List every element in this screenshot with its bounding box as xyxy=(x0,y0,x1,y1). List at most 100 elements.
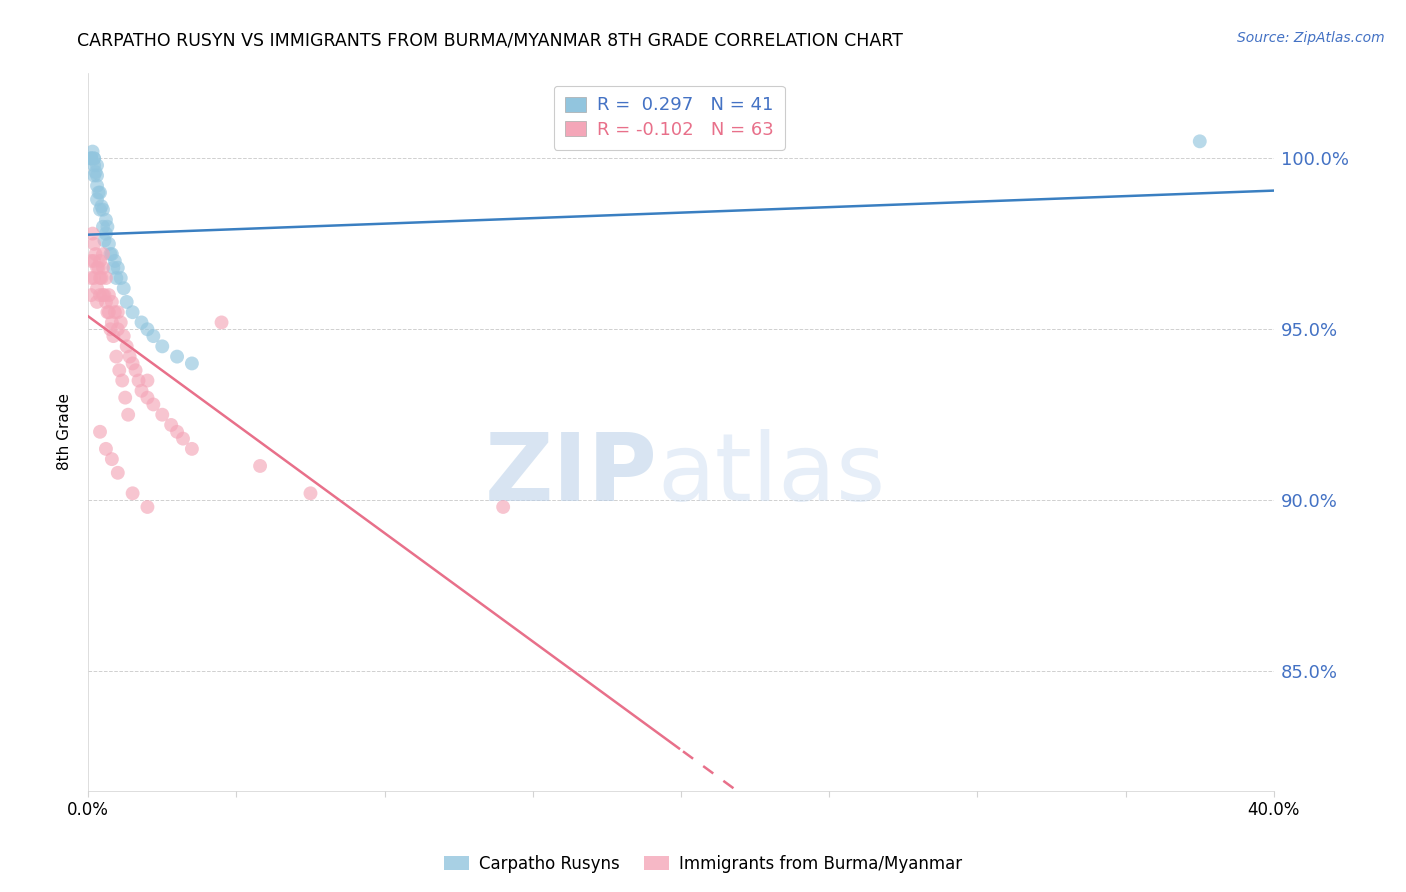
Point xyxy=(91,288,114,302)
Point xyxy=(97,288,120,302)
Point xyxy=(83,254,105,268)
Point xyxy=(94,294,117,309)
Point xyxy=(91,219,114,234)
Point xyxy=(80,152,103,166)
Point xyxy=(104,305,127,319)
Point xyxy=(83,152,105,166)
Point xyxy=(83,271,105,285)
Point xyxy=(112,281,135,295)
Point xyxy=(117,408,139,422)
Point xyxy=(136,374,159,388)
Point xyxy=(100,247,122,261)
Point xyxy=(82,227,104,241)
Point xyxy=(114,391,136,405)
Point xyxy=(136,391,159,405)
Point xyxy=(211,315,233,329)
Point xyxy=(136,500,159,514)
Point xyxy=(105,271,128,285)
Point xyxy=(101,247,124,261)
Point xyxy=(97,236,120,251)
Legend: R =  0.297   N = 41, R = -0.102   N = 63: R = 0.297 N = 41, R = -0.102 N = 63 xyxy=(554,86,785,150)
Point xyxy=(86,294,108,309)
Point xyxy=(86,193,108,207)
Point xyxy=(90,199,112,213)
Point xyxy=(86,158,108,172)
Point xyxy=(80,271,103,285)
Point xyxy=(94,442,117,456)
Point xyxy=(89,202,111,217)
Point xyxy=(82,145,104,159)
Point xyxy=(80,254,103,268)
Point xyxy=(118,350,141,364)
Point xyxy=(94,271,117,285)
Point xyxy=(110,271,132,285)
Point xyxy=(101,294,124,309)
Point xyxy=(150,408,173,422)
Point xyxy=(166,350,188,364)
Text: Source: ZipAtlas.com: Source: ZipAtlas.com xyxy=(1237,31,1385,45)
Point xyxy=(86,260,108,275)
Point xyxy=(101,315,124,329)
Point xyxy=(111,374,134,388)
Point xyxy=(89,425,111,439)
Point xyxy=(104,254,127,268)
Point xyxy=(89,271,111,285)
Point xyxy=(83,152,105,166)
Point xyxy=(299,486,322,500)
Point xyxy=(89,186,111,200)
Point xyxy=(86,169,108,183)
Y-axis label: 8th Grade: 8th Grade xyxy=(58,393,72,470)
Point xyxy=(90,271,112,285)
Point xyxy=(83,158,105,172)
Point xyxy=(87,186,110,200)
Point xyxy=(110,315,132,329)
Point xyxy=(107,466,129,480)
Point xyxy=(96,305,118,319)
Point xyxy=(142,397,165,411)
Point xyxy=(107,322,129,336)
Point xyxy=(91,247,114,261)
Point xyxy=(86,178,108,193)
Point xyxy=(166,425,188,439)
Point xyxy=(180,356,202,370)
Point xyxy=(249,458,271,473)
Point xyxy=(96,219,118,234)
Point xyxy=(492,500,515,514)
Point xyxy=(101,452,124,467)
Text: CARPATHO RUSYN VS IMMIGRANTS FROM BURMA/MYANMAR 8TH GRADE CORRELATION CHART: CARPATHO RUSYN VS IMMIGRANTS FROM BURMA/… xyxy=(77,31,903,49)
Point xyxy=(121,356,143,370)
Point xyxy=(80,152,103,166)
Point xyxy=(128,374,150,388)
Point xyxy=(84,165,107,179)
Point xyxy=(84,247,107,261)
Point xyxy=(93,234,115,248)
Point xyxy=(172,432,194,446)
Point xyxy=(80,152,103,166)
Point xyxy=(108,363,131,377)
Point xyxy=(131,384,153,398)
Point xyxy=(115,339,138,353)
Point xyxy=(160,417,183,432)
Point xyxy=(86,281,108,295)
Point xyxy=(93,288,115,302)
Point xyxy=(107,260,129,275)
Point xyxy=(1188,134,1211,148)
Point xyxy=(112,329,135,343)
Point xyxy=(97,305,120,319)
Point xyxy=(89,254,111,268)
Text: atlas: atlas xyxy=(657,429,886,521)
Point xyxy=(121,305,143,319)
Point xyxy=(94,227,117,241)
Point xyxy=(91,260,114,275)
Point xyxy=(83,169,105,183)
Point xyxy=(107,305,129,319)
Point xyxy=(83,236,105,251)
Point xyxy=(150,339,173,353)
Text: ZIP: ZIP xyxy=(485,429,657,521)
Point xyxy=(115,294,138,309)
Point xyxy=(94,213,117,227)
Point xyxy=(100,322,122,336)
Point xyxy=(80,288,103,302)
Point xyxy=(91,202,114,217)
Point xyxy=(87,260,110,275)
